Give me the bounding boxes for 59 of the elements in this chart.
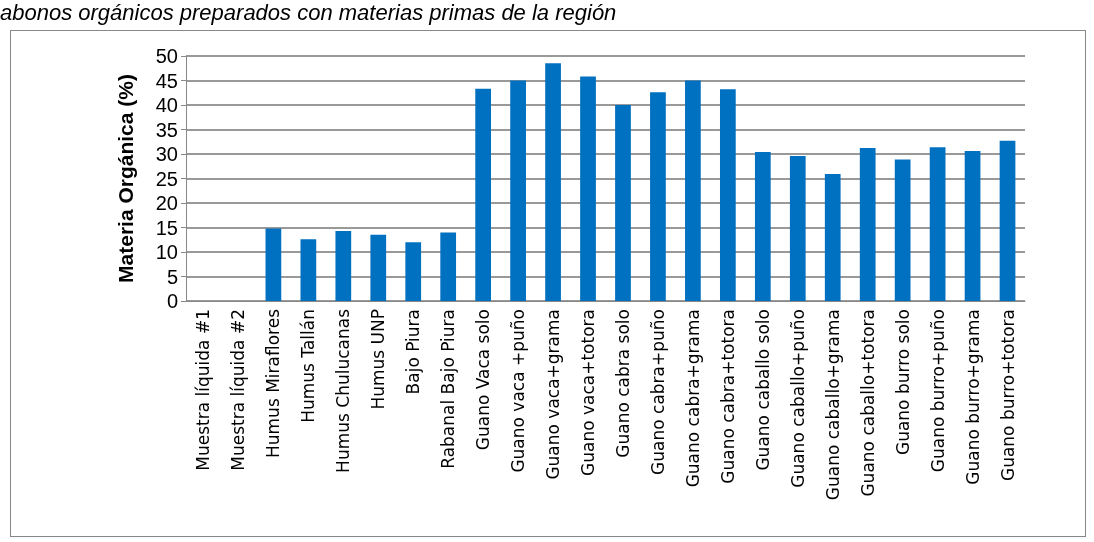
bar xyxy=(370,234,387,301)
bar xyxy=(510,80,526,301)
y-tick-label: 45 xyxy=(155,69,178,92)
bar xyxy=(650,92,666,301)
y-tick-label: 15 xyxy=(155,216,178,239)
bar xyxy=(405,242,422,301)
x-tick-label: Rabanal Bajo Piura xyxy=(438,309,459,469)
y-tick-label: 10 xyxy=(155,241,178,263)
x-tick-label: Humus Tallán xyxy=(298,309,319,423)
bar xyxy=(615,105,631,301)
x-tick-label: Humus Miraflores xyxy=(263,308,284,458)
y-tick-label: 35 xyxy=(155,118,178,141)
x-tick-label: Muestra líquida #2 xyxy=(228,309,249,471)
bar xyxy=(719,89,736,301)
bar xyxy=(999,140,1016,301)
bar xyxy=(335,230,352,301)
bar xyxy=(475,88,492,301)
x-tick-label: Guano cabra+puño xyxy=(647,309,668,475)
y-tick-label: 30 xyxy=(155,143,178,165)
y-tick-label: 5 xyxy=(166,265,178,288)
x-tick-label: Guano vaca+grama xyxy=(543,309,564,480)
bar xyxy=(894,159,911,301)
bar xyxy=(824,174,841,301)
chart-title: abonos orgánicos preparados con materias primas de la región xyxy=(0,0,617,26)
x-tick-label: Guano burro+grama xyxy=(962,309,983,485)
bar xyxy=(754,152,771,301)
x-tick-label: Guano Vaca solo xyxy=(473,309,494,451)
x-tick-label: Guano burro+puño xyxy=(927,309,948,473)
x-tick-label: Guano vaca+totora xyxy=(578,309,599,476)
x-tick-label: Bajo Piura xyxy=(403,309,424,395)
x-tick-label: Guano caballo+totora xyxy=(857,309,878,497)
bar xyxy=(545,63,561,301)
bar xyxy=(685,80,701,301)
bar xyxy=(265,228,282,301)
bar xyxy=(929,147,946,301)
bar xyxy=(300,239,317,301)
bar xyxy=(580,76,596,301)
x-tick-label: Guano caballo solo xyxy=(752,309,773,471)
y-tick-label: 20 xyxy=(155,192,178,214)
y-tick-label: 50 xyxy=(155,45,178,67)
x-tick-label: Guano caballo+grama xyxy=(822,309,843,501)
x-tick-label: Humus UNP xyxy=(368,309,389,410)
bar xyxy=(440,232,457,301)
y-axis-title: Materia Orgánica (%) xyxy=(114,74,137,283)
x-tick-label: Muestra líquida #1 xyxy=(193,309,214,471)
x-tick-label: Guano caballo+puño xyxy=(787,309,808,488)
x-tick-label: Guano vaca +puño xyxy=(508,309,529,473)
x-tick-label: Guano cabra solo xyxy=(612,309,633,458)
y-tick-label: 40 xyxy=(155,94,178,116)
x-tick-label: Guano burro+totora xyxy=(997,309,1018,482)
y-tick-label: 25 xyxy=(155,167,178,190)
x-tick-label: Guano cabra+totora xyxy=(717,309,738,484)
x-tick-label: Guano burro solo xyxy=(892,309,913,456)
x-tick-label: Humus Chulucanas xyxy=(333,308,354,473)
y-tick-label: 0 xyxy=(166,290,178,312)
bar xyxy=(789,155,806,301)
bar xyxy=(964,151,981,301)
x-tick-label: Guano cabra+grama xyxy=(682,309,703,488)
bar xyxy=(859,148,876,301)
